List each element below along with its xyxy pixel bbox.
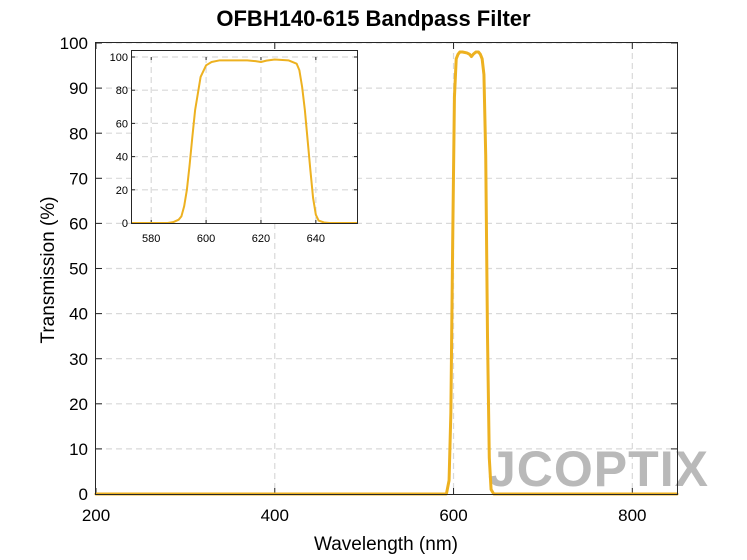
y-tick-label: 20: [69, 395, 88, 414]
inset-grid: [132, 56, 357, 223]
y-tick-label: 80: [116, 85, 128, 97]
y-tick-label: 0: [122, 218, 128, 230]
y-axis-label: Transmission (%): [38, 196, 59, 344]
series-line: [94, 50, 679, 496]
y-tick-label: 40: [116, 152, 128, 164]
x-tick-label: 600: [197, 233, 215, 245]
x-tick-label: 580: [142, 233, 160, 245]
inset-chart: 0 20 40 60 80 100 580 600 620 640: [110, 50, 358, 245]
inset-tick-labels: 0 20 40 60 80 100 580 600 620 640: [110, 52, 357, 245]
chart-title: OFBH140-615 Bandpass Filter: [216, 6, 531, 31]
y-tick-label: 60: [116, 118, 128, 130]
x-tick-label: 800: [618, 506, 646, 525]
y-tick-label: 70: [69, 169, 88, 188]
y-tick-label: 80: [69, 124, 88, 143]
inset-series: [131, 58, 358, 224]
y-tick-label: 30: [69, 350, 88, 369]
x-axis-label: Wavelength (nm): [314, 534, 458, 555]
x-tick-label: 400: [261, 506, 289, 525]
y-tick-label: 20: [116, 185, 128, 197]
y-tick-label: 40: [69, 305, 88, 324]
inset-background: [131, 50, 358, 224]
x-tick-label: 200: [82, 506, 110, 525]
y-tick-label: 0: [79, 485, 88, 504]
jcoptix-watermark: JCOPTIX: [488, 441, 709, 497]
y-tick-label: 50: [69, 260, 88, 279]
y-tick-label: 100: [110, 52, 128, 64]
main-plot-frame: [95, 42, 678, 495]
x-tick-label: 600: [439, 506, 467, 525]
x-tick-label: 640: [307, 233, 325, 245]
y-tick-label: 90: [69, 79, 88, 98]
series-line: [131, 58, 358, 224]
y-tick-label: 60: [69, 215, 88, 234]
main-series: [94, 50, 679, 496]
x-tick-label: 620: [252, 233, 270, 245]
y-tick-label: 100: [60, 34, 88, 53]
inset-plot-frame: [131, 50, 358, 224]
y-tick-label: 10: [69, 440, 88, 459]
